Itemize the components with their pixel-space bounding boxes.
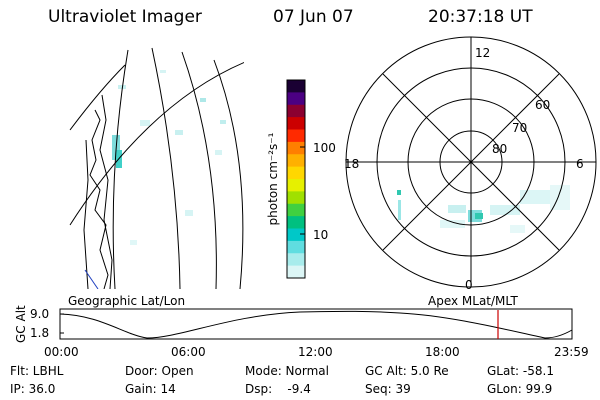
intensity-colorbar [286,79,306,279]
colorbar-band [287,141,305,155]
gain-info: Gain: 14 [125,382,176,396]
timeline-x-tick-0000: 00:00 [44,345,79,359]
timeline-axis-label: GC Alt [14,305,28,343]
mlt-label-bottom: 0 [465,278,473,292]
colorbar-band [287,228,305,242]
colorbar-band [287,166,305,180]
observation-time: 20:37:18 UT [428,7,533,27]
mlt-label-top: 12 [475,46,491,60]
gc-altitude-curve [59,310,573,339]
colorbar-tick-100: 100 [313,141,336,155]
aurora-emission-polar [397,185,570,233]
timeline-y-tick-max: 9.0 [30,307,50,321]
observation-date: 07 Jun 07 [273,7,354,27]
seq-info: Seq: 39 [365,382,411,396]
colorbar-band [287,80,305,93]
colorbar-band [287,154,305,168]
colorbar-band [287,179,305,192]
timeline-x-tick-0600: 06:00 [171,345,206,359]
left-panel-label: Geographic Lat/Lon [68,294,186,308]
timeline-x-tick-1200: 12:00 [298,345,333,359]
mlt-label-left: 18 [344,157,360,171]
colorbar-band [287,104,305,118]
door-info: Door: Open [125,364,194,378]
colorbar-tick-10: 10 [313,228,329,242]
colorbar-band [287,265,305,279]
polar-plot [345,36,597,288]
timeline-x-tick-2359: 23:59 [554,345,589,359]
colorbar-band [287,216,305,229]
colorbar-band [287,203,305,217]
colorbar-band [287,117,305,130]
coastline [89,109,109,289]
colorbar-band [287,240,305,254]
colorbar-band [287,191,305,205]
lat-label-80: 80 [492,142,508,156]
timeline-x-tick-1800: 18:00 [425,345,460,359]
timeline-y-tick-min: 1.8 [30,326,50,340]
aurora-emission-left [112,70,226,245]
instrument-title: Ultraviolet Imager [48,7,202,27]
colorbar-band [287,129,305,143]
gcalt-info: GC Alt: 5.0 Re [365,364,449,378]
geographic-map [69,47,244,289]
right-panel-label: Apex MLat/MLT [428,294,518,308]
glon-info: GLon: 99.9 [487,382,553,396]
mlt-label-right: 6 [576,157,584,171]
filter-info: Flt: LBHL [10,364,64,378]
colorbar-band [287,92,305,106]
colorbar-band [287,253,305,267]
ip-info: IP: 36.0 [10,382,56,396]
dsp-info: Dsp: -9.4 [245,382,311,396]
colorbar-unit-label: photon cm⁻²s⁻¹ [266,132,280,226]
orbit-timeline [59,308,573,340]
lat-label-70: 70 [512,121,528,135]
glat-info: GLat: -58.1 [487,364,554,378]
mode-info: Mode: Normal [245,364,329,378]
lat-label-60: 60 [535,98,551,112]
